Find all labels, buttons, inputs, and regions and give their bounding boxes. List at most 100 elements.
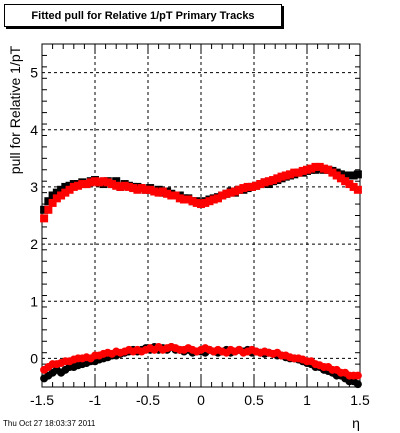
data-point — [167, 191, 176, 200]
data-point — [298, 166, 307, 175]
data-point — [324, 165, 333, 174]
y-tick-label: 3 — [30, 179, 38, 195]
data-point — [40, 205, 49, 214]
y-tick-label: 1 — [30, 293, 38, 309]
data-marks — [40, 162, 362, 389]
data-point — [197, 200, 205, 209]
data-point — [269, 176, 278, 185]
data-point — [107, 180, 116, 189]
data-point — [277, 172, 286, 181]
data-point — [349, 171, 358, 180]
y-tick-label: 0 — [30, 350, 38, 366]
data-point — [171, 191, 180, 200]
data-point — [141, 185, 150, 194]
data-point — [226, 188, 235, 197]
data-point — [264, 177, 273, 186]
data-point — [294, 168, 303, 177]
data-point — [260, 178, 269, 187]
data-point — [112, 177, 121, 186]
data-point — [353, 170, 362, 179]
data-point — [95, 178, 104, 187]
data-point — [218, 191, 227, 200]
data-point — [158, 187, 167, 196]
data-point — [91, 177, 99, 186]
data-point — [163, 189, 172, 198]
data-point — [192, 198, 201, 207]
data-point — [65, 185, 74, 194]
plot-frame — [41, 43, 361, 388]
data-point — [103, 178, 112, 187]
chart-title: Fitted pull for Relative 1/pT Primary Tr… — [31, 9, 255, 22]
data-point — [175, 194, 184, 203]
data-point — [61, 188, 70, 197]
data-point — [61, 182, 70, 191]
data-point — [341, 171, 350, 180]
data-point — [209, 195, 218, 204]
data-point — [150, 187, 159, 196]
y-tick-label: 2 — [30, 236, 38, 252]
timestamp-footer: Thu Oct 27 18:03:37 2011 — [3, 419, 96, 428]
y-tick-label: 4 — [30, 122, 38, 138]
data-point — [213, 194, 222, 203]
data-point — [235, 185, 244, 194]
plot-border — [41, 43, 361, 388]
data-point — [48, 198, 57, 207]
y-tick-label: 5 — [30, 65, 38, 81]
data-point — [82, 180, 91, 189]
data-point — [336, 170, 345, 179]
tick-labels: -1.5 -1 -0.5 0 0.5 1 1.5 0 1 2 3 4 5 — [30, 65, 370, 408]
data-point — [146, 185, 155, 194]
data-point — [252, 181, 261, 190]
data-point — [303, 165, 311, 174]
data-point — [239, 184, 248, 193]
data-point — [345, 171, 354, 180]
data-point — [124, 182, 133, 191]
x-tick-label: -1 — [89, 392, 102, 408]
data-point — [205, 197, 214, 206]
x-tick-label: -0.5 — [136, 392, 160, 408]
data-point — [40, 214, 49, 223]
x-tick-label: 0.5 — [244, 392, 264, 408]
data-point — [78, 180, 87, 189]
data-point — [184, 195, 193, 204]
data-point — [256, 180, 265, 189]
data-point — [222, 189, 231, 198]
data-point — [44, 197, 53, 206]
grid — [42, 44, 360, 387]
data-point — [44, 205, 53, 214]
data-point — [99, 177, 108, 186]
data-point — [336, 174, 345, 183]
x-tick-label: 1.5 — [350, 392, 370, 408]
data-point — [180, 195, 189, 204]
data-point — [230, 187, 239, 196]
data-point — [328, 168, 337, 177]
x-tick-label: -1.5 — [30, 392, 54, 408]
data-point — [319, 164, 328, 173]
data-point — [353, 380, 362, 389]
data-point — [332, 171, 341, 180]
data-point — [137, 184, 146, 193]
data-point — [281, 171, 290, 180]
x-tick-label: 1 — [303, 392, 311, 408]
data-point — [52, 188, 61, 197]
data-point — [247, 182, 256, 191]
data-point — [311, 162, 320, 171]
axis-ticks — [41, 43, 361, 388]
data-point — [315, 162, 324, 171]
x-tick-label: 0 — [197, 392, 205, 408]
data-point — [154, 188, 163, 197]
data-point — [353, 371, 362, 380]
data-point — [129, 184, 138, 193]
y-axis-label: pull for Relative 1/pT — [7, 45, 23, 174]
data-point — [74, 181, 83, 190]
data-point — [349, 182, 358, 191]
data-point — [116, 182, 125, 191]
data-point — [48, 191, 57, 200]
data-point — [286, 170, 295, 179]
data-point — [290, 168, 299, 177]
data-point — [341, 177, 350, 186]
data-point — [133, 185, 142, 194]
data-point — [201, 198, 210, 207]
data-point — [120, 181, 129, 190]
